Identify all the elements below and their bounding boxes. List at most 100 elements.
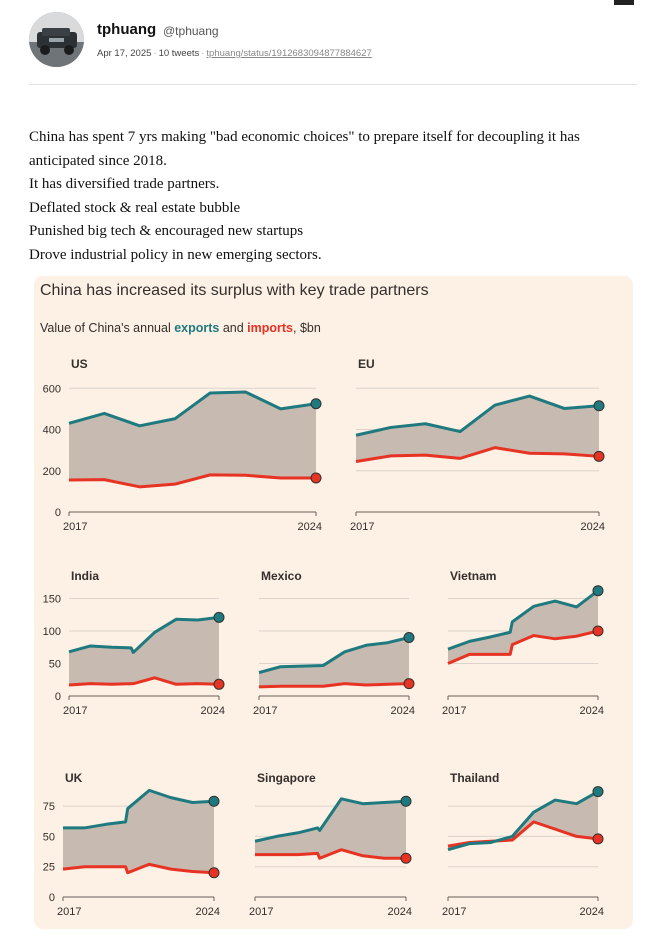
imports-end-point <box>592 833 604 845</box>
x-tick-label: 2024 <box>388 906 412 918</box>
panel-india: India 0 50 100 150 2017 2024 <box>43 569 225 717</box>
x-tick-label: 2024 <box>580 705 604 717</box>
surplus-band <box>69 617 219 685</box>
exports-line <box>254 797 407 843</box>
imports-line <box>68 676 220 687</box>
y-tick-label: 100 <box>43 626 61 638</box>
y-tick-label: 25 <box>43 862 55 874</box>
imports-end-point <box>208 867 220 879</box>
panel-thailand: Thailand 2017 2024 <box>442 771 604 918</box>
tweet-line: Drove industrial policy in new emerging … <box>29 246 322 263</box>
toolbar-corner-icon[interactable] <box>614 0 634 5</box>
panel-us: US 0 200 400 600 2017 2024 <box>43 357 322 533</box>
tweet-line: Deflated stock & real estate bubble <box>29 199 241 216</box>
panel-title: EU <box>358 357 375 371</box>
x-tick-label: 2017 <box>350 521 374 533</box>
x-tick-label: 2017 <box>253 705 277 717</box>
panel-title: Vietnam <box>450 569 496 583</box>
surplus-band <box>63 790 214 873</box>
exports-line <box>447 589 599 651</box>
panel-title: Mexico <box>261 569 302 583</box>
panel-eu: EU 2017 2024 <box>350 357 605 533</box>
panel-title: India <box>71 569 99 583</box>
chart-panels: US 0 200 400 600 2017 2024 EU 2017 2024 India 0 50 10… <box>43 357 605 918</box>
subtitle-suffix: , $bn <box>293 321 321 335</box>
x-tick-label: 2017 <box>442 906 466 918</box>
y-tick-label: 50 <box>43 831 55 843</box>
chart-title: China has increased its surplus with key… <box>40 282 429 299</box>
imports-line <box>447 629 599 665</box>
y-tick-label: 400 <box>43 425 61 437</box>
tweet-line: It has diversified trade partners. <box>29 176 220 192</box>
chart-subtitle: Value of China's annual exports and impo… <box>40 321 321 335</box>
panel-uk: UK 0 25 50 75 2017 2024 <box>43 771 220 918</box>
y-tick-label: 200 <box>43 466 61 478</box>
panel-mexico: Mexico 2017 2024 <box>253 569 415 717</box>
subtitle-prefix: Value of China's annual <box>40 321 174 335</box>
imports-end-point <box>213 678 225 690</box>
tweet-date: Apr 17, 2025 <box>97 48 152 59</box>
panel-title: Thailand <box>450 771 499 785</box>
tweet-line: China has spent 7 yrs making "bad econom… <box>29 129 580 169</box>
imports-line <box>255 848 406 860</box>
imports-end-point <box>593 450 605 462</box>
status-link[interactable]: tphuang/status/1912683094877884627 <box>206 48 372 59</box>
tweet-text: China has spent 7 yrs making "bad econom… <box>29 126 639 267</box>
subtitle-and: and <box>219 321 247 335</box>
exports-end-point <box>310 398 322 410</box>
avatar-car-icon <box>29 12 84 67</box>
imports-line <box>258 682 410 689</box>
header-divider <box>29 84 637 85</box>
tweet-count: 10 tweets <box>158 48 200 59</box>
panel-title: US <box>71 357 88 371</box>
subtitle-exports: exports <box>174 321 219 335</box>
exports-end-point <box>592 585 604 597</box>
x-tick-label: 2017 <box>63 705 87 717</box>
surplus-band <box>259 637 409 687</box>
imports-end-point <box>310 472 322 484</box>
exports-end-point <box>593 400 605 412</box>
avatar[interactable] <box>29 12 84 67</box>
imports-line <box>62 862 215 875</box>
y-tick-label: 50 <box>49 659 61 671</box>
surplus-band <box>255 798 406 859</box>
surplus-band <box>448 791 598 850</box>
surplus-band <box>69 391 316 487</box>
exports-line <box>258 636 410 675</box>
x-tick-label: 2024 <box>391 705 415 717</box>
x-tick-label: 2024 <box>580 906 604 918</box>
imports-line <box>68 473 316 489</box>
tweet-line: Punished big tech & encouraged new start… <box>29 223 304 239</box>
y-tick-label: 0 <box>49 892 55 904</box>
author-handle[interactable]: @tphuang <box>163 24 219 38</box>
y-tick-label: 150 <box>43 594 61 606</box>
x-tick-label: 2024 <box>581 521 605 533</box>
exports-line <box>68 390 317 428</box>
surplus-band <box>448 590 598 664</box>
panel-title: UK <box>65 771 83 785</box>
x-tick-label: 2017 <box>442 705 466 717</box>
panel-title: Singapore <box>257 771 316 785</box>
x-tick-label: 2024 <box>298 521 322 533</box>
x-tick-label: 2024 <box>196 906 220 918</box>
chart-canvas: China has increased its surplus with key… <box>40 282 605 918</box>
y-tick-label: 0 <box>55 691 61 703</box>
panel-singapore: Singapore 2017 2024 <box>249 771 412 918</box>
x-tick-label: 2017 <box>249 906 273 918</box>
surplus-band <box>356 396 599 462</box>
exports-line <box>63 788 215 830</box>
exports-line <box>68 615 220 654</box>
exports-end-point <box>400 795 412 807</box>
exports-end-point <box>403 632 415 643</box>
x-tick-label: 2017 <box>57 906 81 918</box>
exports-line <box>447 790 599 852</box>
exports-end-point <box>208 795 220 807</box>
x-tick-label: 2017 <box>63 521 87 533</box>
y-tick-label: 75 <box>43 801 55 813</box>
imports-line <box>355 446 600 463</box>
imports-end-point <box>403 678 415 690</box>
subtitle-imports: imports <box>247 321 293 335</box>
panel-vietnam: Vietnam 2017 2024 <box>442 569 604 717</box>
y-tick-label: 0 <box>55 507 61 519</box>
author-name[interactable]: tphuang <box>97 21 157 38</box>
